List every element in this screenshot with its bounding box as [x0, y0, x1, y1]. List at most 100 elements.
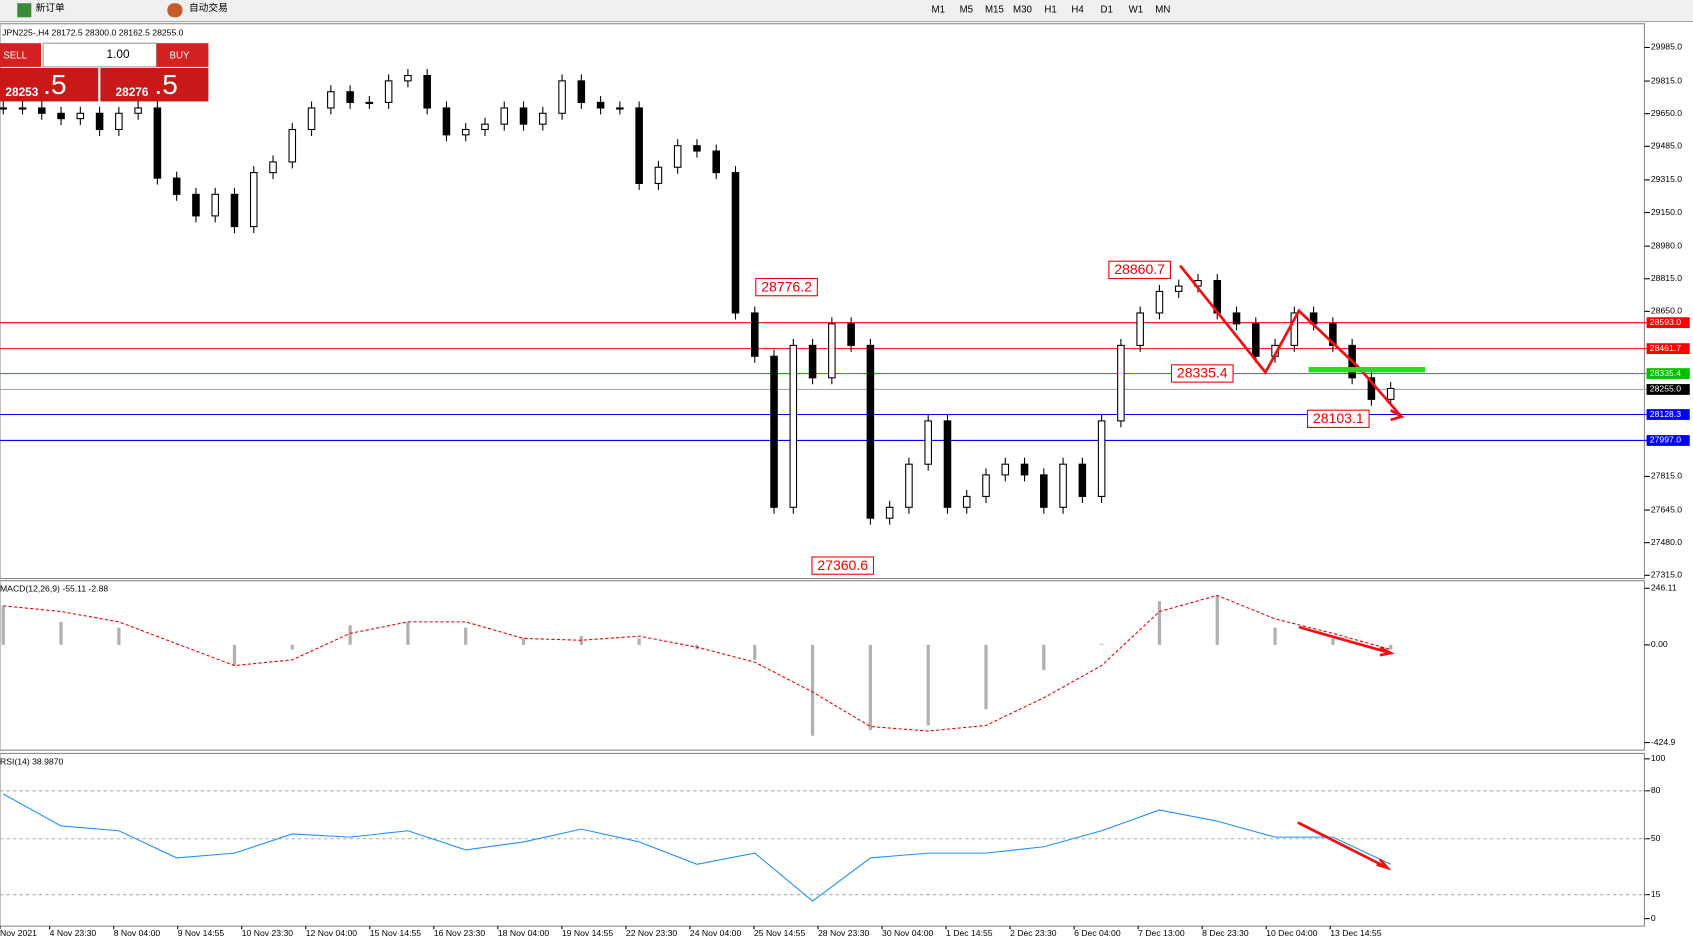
level-label: 28128.3 — [1650, 409, 1681, 419]
y-tick-label: 246.11 — [1651, 583, 1677, 593]
x-tick-label: 7 Dec 13:00 — [1138, 928, 1185, 938]
candle — [153, 107, 162, 179]
x-tick-label: 1 Dec 14:55 — [946, 928, 993, 938]
trend-arrows — [1179, 264, 1405, 871]
candle — [1078, 463, 1087, 497]
candle — [1367, 377, 1376, 400]
candle — [249, 172, 258, 228]
y-tick-label: 29485.0 — [1651, 141, 1682, 151]
rsi-label: RSI(14) 38.9870 — [0, 756, 64, 766]
level-tag — [1646, 409, 1690, 420]
candle — [442, 107, 451, 136]
candle — [770, 355, 778, 508]
y-tick-label: 0.00 — [1651, 639, 1668, 649]
candle — [404, 74, 412, 82]
candle — [269, 161, 277, 174]
y-tick-label: 29985.0 — [1651, 42, 1682, 52]
y-tick-label: 80 — [1651, 785, 1661, 795]
y-tick-label: 100 — [1651, 753, 1666, 763]
price-arrow — [1179, 264, 1403, 418]
candle — [134, 107, 142, 114]
rsi-arrow — [1297, 821, 1389, 870]
annotation-label: 28103.1 — [1313, 410, 1364, 426]
sell-frac: .5 — [43, 69, 66, 100]
x-tick-label: 22 Nov 23:30 — [626, 928, 678, 938]
candle — [828, 323, 836, 379]
y-tick-label: 0 — [1651, 913, 1656, 923]
x-tick-label: 2 Dec 23:30 — [1010, 928, 1057, 938]
annotation-label: 28860.7 — [1114, 261, 1165, 277]
level-tag — [1646, 368, 1690, 379]
arrow-head — [1376, 858, 1392, 871]
price-annotation — [811, 556, 875, 575]
candle — [519, 107, 528, 125]
y-tick-label: 27645.0 — [1651, 504, 1682, 514]
level-label: 28593.0 — [1650, 317, 1681, 327]
candle — [38, 107, 46, 114]
timeframe-button[interactable]: D1 — [1101, 4, 1113, 15]
rsi-line — [2, 793, 1391, 902]
rsi-pane — [0, 752, 1645, 927]
candle — [365, 101, 374, 105]
candle — [962, 495, 971, 508]
level-tag — [1646, 317, 1690, 329]
candle — [1136, 312, 1144, 346]
timeframe-button[interactable]: H1 — [1044, 4, 1056, 15]
candle — [789, 344, 798, 508]
y-tick-label: 28980.0 — [1651, 240, 1682, 250]
candle — [1001, 463, 1010, 476]
timeframe-button[interactable]: M15 — [985, 4, 1004, 15]
level-label: 27997.0 — [1650, 435, 1681, 445]
candle — [1059, 463, 1067, 508]
x-tick-label: 4 Nov 23:30 — [50, 928, 97, 938]
y-tick-label: -424.9 — [1651, 737, 1676, 747]
candle — [211, 193, 219, 217]
candle — [461, 128, 470, 136]
macd-pane — [0, 580, 1645, 751]
sell-label[interactable]: SELL — [3, 51, 27, 62]
autotrade-icon[interactable] — [167, 3, 183, 18]
timeframe-button[interactable]: MN — [1155, 4, 1170, 15]
candle — [288, 128, 297, 163]
macd-signal — [3, 594, 1391, 732]
timeframe-button[interactable]: H4 — [1071, 4, 1084, 15]
timeframe-button[interactable]: M30 — [1013, 4, 1032, 15]
candle — [346, 91, 354, 103]
x-tick-label: 28 Nov 23:30 — [818, 928, 870, 938]
buy-price-box[interactable] — [100, 68, 209, 102]
plot: 29985.0 29815.0 29650.0 29485.0 29315.0 29150… — [0, 42, 1690, 938]
new-order-button[interactable]: 新订单 — [36, 1, 65, 14]
candle — [1232, 312, 1241, 325]
y-tick-label: 28650.0 — [1651, 306, 1682, 316]
sell-price-box[interactable] — [0, 68, 99, 102]
price-annotation — [755, 277, 818, 297]
candle — [481, 123, 489, 131]
timeframe-button[interactable]: M5 — [960, 4, 973, 15]
y-tick-label: 27480.0 — [1651, 537, 1682, 547]
timeframe-button[interactable]: W1 — [1129, 4, 1144, 15]
autotrade-button[interactable]: 自动交易 — [189, 1, 228, 14]
lot-value[interactable]: 1.00 — [106, 47, 129, 61]
candle — [693, 145, 701, 152]
candle — [500, 107, 509, 125]
candle — [750, 312, 759, 357]
timeframe-button[interactable]: M1 — [932, 4, 945, 15]
lot-input[interactable] — [42, 42, 158, 68]
trade-panel: SELL 1.00 BUY 28253 .5 28276 .5 — [0, 42, 209, 102]
candle — [1290, 312, 1299, 346]
buy-label[interactable]: BUY — [170, 51, 190, 62]
new-order-icon[interactable] — [17, 3, 32, 18]
y-tick-label: 29650.0 — [1651, 108, 1682, 118]
candle — [1040, 474, 1048, 508]
candle — [558, 80, 566, 114]
x-tick-label: 8 Dec 23:30 — [1202, 928, 1249, 938]
sell-button[interactable] — [0, 43, 42, 67]
x-tick-label: 15 Nov 14:55 — [370, 928, 422, 938]
x-tick-label: 6 Dec 04:00 — [1074, 928, 1121, 938]
macd-label: MACD(12,26,9) -55.11 -2.88 — [0, 584, 108, 594]
candle — [76, 112, 85, 120]
candle — [1155, 290, 1164, 314]
buy-button[interactable] — [156, 43, 209, 67]
y-tick-label: 27315.0 — [1651, 570, 1682, 580]
